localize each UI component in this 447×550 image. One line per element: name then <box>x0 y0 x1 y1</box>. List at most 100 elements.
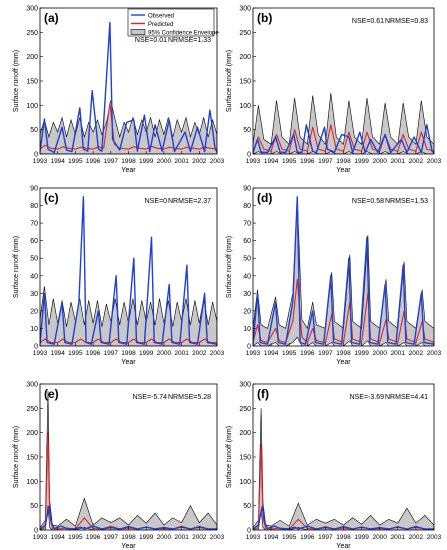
x-tick-label: 1996 <box>300 534 315 541</box>
y-tick-label: 0 <box>247 528 251 535</box>
predicted-line <box>40 432 217 530</box>
legend-label: Predicted <box>148 22 173 28</box>
nrmse-annotation: NRMSE=0.83 <box>385 18 428 25</box>
x-tick-label: 2000 <box>157 158 172 165</box>
confidence-envelope <box>40 286 217 346</box>
y-tick-label: 200 <box>26 430 38 437</box>
nrmse-annotation: NRMSE=5.28 <box>168 394 211 401</box>
x-tick-label: 1995 <box>282 158 297 165</box>
x-tick-label: 1994 <box>50 350 65 357</box>
x-tick-label: 1998 <box>121 350 136 357</box>
x-tick-label: 1995 <box>68 534 83 541</box>
y-tick-label: 40 <box>243 273 251 280</box>
x-tick-label: 1994 <box>264 534 279 541</box>
y-axis-label: Surface runoff (mm) <box>13 50 20 112</box>
y-tick-label: 50 <box>243 503 251 510</box>
y-tick-label: 150 <box>239 455 251 462</box>
x-tick-label: 1997 <box>318 534 333 541</box>
y-tick-label: 200 <box>239 54 251 61</box>
x-tick-label: 1996 <box>86 350 101 357</box>
y-tick-label: 50 <box>243 127 251 134</box>
x-tick-label: 2003 <box>427 350 442 357</box>
y-tick-label: 50 <box>30 127 38 134</box>
legend-label: 95% Confidence Envelope <box>148 30 219 36</box>
y-tick-label: 90 <box>243 186 251 193</box>
x-tick-label: 1999 <box>139 534 154 541</box>
plot-area <box>40 391 217 530</box>
predicted-line <box>40 102 217 150</box>
y-tick-label: 90 <box>30 186 38 193</box>
x-tick-label: 1999 <box>139 158 154 165</box>
y-tick-label: 100 <box>26 103 38 110</box>
y-tick-label: 150 <box>26 455 38 462</box>
x-tick-label: 1994 <box>50 158 65 165</box>
x-tick-label: 2003 <box>210 534 225 541</box>
x-tick-label: 1995 <box>282 350 297 357</box>
nse-annotation: NSE=0.61 <box>352 18 384 25</box>
confidence-envelope <box>40 391 217 530</box>
panel-label: (b) <box>257 11 272 25</box>
plot-area <box>253 408 434 530</box>
observed-line <box>40 196 217 345</box>
x-tick-label: 1999 <box>139 350 154 357</box>
x-axis-label: Year <box>336 543 351 550</box>
x-tick-label: 2001 <box>391 534 406 541</box>
x-tick-label: 2000 <box>372 158 387 165</box>
x-tick-label: 2000 <box>157 534 172 541</box>
x-tick-label: 1993 <box>33 350 48 357</box>
x-tick-label: 1998 <box>336 534 351 541</box>
y-tick-label: 30 <box>243 291 251 298</box>
x-tick-label: 1998 <box>336 158 351 165</box>
nse-annotation: NSE=0.01 <box>135 37 167 44</box>
x-tick-label: 2001 <box>174 158 189 165</box>
x-tick-label: 2003 <box>210 158 225 165</box>
x-tick-label: 1996 <box>86 534 101 541</box>
plot-area <box>253 196 434 346</box>
y-tick-label: 80 <box>30 203 38 210</box>
y-tick-label: 0 <box>34 152 38 159</box>
x-tick-label: 2002 <box>192 158 207 165</box>
y-axis-label: Surface runoff (mm) <box>226 426 233 488</box>
x-axis-label: Year <box>336 167 351 174</box>
x-tick-label: 2001 <box>391 350 406 357</box>
x-tick-label: 1994 <box>264 350 279 357</box>
x-tick-label: 2002 <box>192 534 207 541</box>
y-axis-label: Surface runoff (mm) <box>13 426 20 488</box>
x-tick-label: 1997 <box>104 158 119 165</box>
legend-label: Observed <box>148 13 174 19</box>
x-tick-label: 1994 <box>50 534 65 541</box>
x-tick-label: 1996 <box>300 158 315 165</box>
y-tick-label: 300 <box>26 382 38 389</box>
x-tick-label: 1999 <box>354 350 369 357</box>
y-tick-label: 300 <box>239 382 251 389</box>
y-tick-label: 200 <box>239 430 251 437</box>
x-tick-label: 1993 <box>33 534 48 541</box>
nrmse-annotation: NRMSE=1.53 <box>385 198 428 205</box>
y-tick-label: 100 <box>239 479 251 486</box>
x-axis-label: Year <box>121 543 136 550</box>
y-tick-label: 10 <box>243 326 251 333</box>
x-tick-label: 2000 <box>372 350 387 357</box>
y-tick-label: 40 <box>30 273 38 280</box>
y-tick-label: 20 <box>243 308 251 315</box>
x-tick-label: 2001 <box>174 350 189 357</box>
y-tick-label: 60 <box>30 238 38 245</box>
y-tick-label: 200 <box>26 54 38 61</box>
y-tick-label: 0 <box>34 344 38 351</box>
y-tick-label: 50 <box>30 256 38 263</box>
y-tick-label: 70 <box>30 221 38 228</box>
x-tick-label: 2003 <box>210 350 225 357</box>
predicted-line <box>253 278 434 344</box>
x-tick-label: 1993 <box>246 534 261 541</box>
panel-label: (a) <box>44 11 59 25</box>
y-tick-label: 150 <box>26 79 38 86</box>
x-tick-label: 1998 <box>121 534 136 541</box>
y-tick-label: 0 <box>247 152 251 159</box>
x-tick-label: 1997 <box>318 350 333 357</box>
y-tick-label: 20 <box>30 308 38 315</box>
